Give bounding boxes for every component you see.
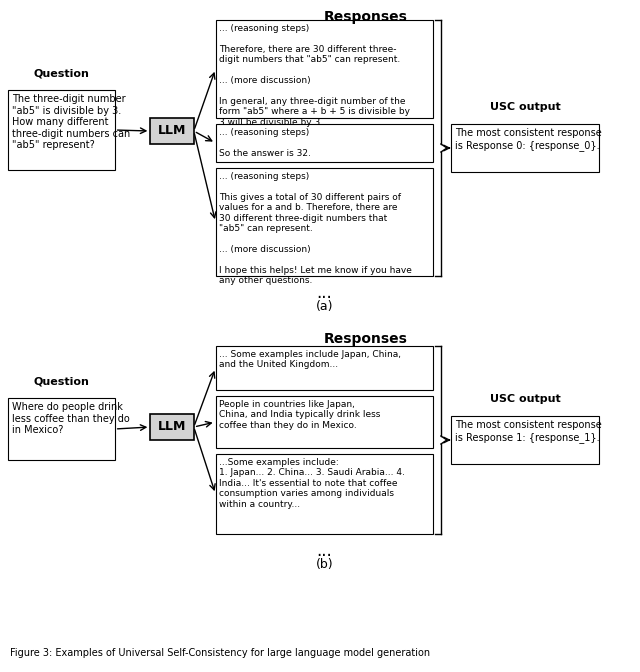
Text: (a): (a) [316,300,333,313]
Text: Question: Question [33,376,89,386]
FancyBboxPatch shape [150,414,194,440]
Text: Question: Question [33,68,89,78]
Text: (b): (b) [316,558,333,571]
Text: ... Some examples include Japan, China,
and the United Kingdom...: ... Some examples include Japan, China, … [220,350,401,370]
FancyBboxPatch shape [8,90,115,170]
Text: USC output: USC output [490,102,561,112]
Text: ... (reasoning steps)

So the answer is 32.: ... (reasoning steps) So the answer is 3… [220,128,312,158]
Text: ...: ... [316,284,332,302]
FancyBboxPatch shape [216,168,433,276]
FancyBboxPatch shape [451,124,599,172]
FancyBboxPatch shape [216,454,433,534]
Text: Where do people drink
less coffee than they do
in Mexico?: Where do people drink less coffee than t… [12,402,130,435]
FancyBboxPatch shape [216,124,433,162]
Text: USC output: USC output [490,394,561,404]
Text: ... (reasoning steps)

This gives a total of 30 different pairs of
values for a : ... (reasoning steps) This gives a total… [220,172,412,285]
Text: Responses: Responses [324,10,408,24]
Text: The most consistent response
is Response 0: {response_0}.: The most consistent response is Response… [455,128,602,151]
Text: The most consistent response
is Response 1: {response_1}.: The most consistent response is Response… [455,420,602,442]
FancyBboxPatch shape [150,118,194,144]
Text: LLM: LLM [158,124,186,138]
Text: ...Some examples include:
1. Japan... 2. China... 3. Saudi Arabia... 4.
India...: ...Some examples include: 1. Japan... 2.… [220,458,405,509]
Text: Responses: Responses [324,332,408,346]
FancyBboxPatch shape [216,20,433,118]
Text: The three-digit number
"ab5" is divisible by 3.
How many different
three-digit n: The three-digit number "ab5" is divisibl… [12,94,130,151]
Text: Figure 3: Examples of Universal Self-Consistency for large language model genera: Figure 3: Examples of Universal Self-Con… [10,648,430,658]
Text: ... (reasoning steps)

Therefore, there are 30 different three-
digit numbers th: ... (reasoning steps) Therefore, there a… [220,24,410,126]
FancyBboxPatch shape [8,398,115,460]
FancyBboxPatch shape [216,346,433,390]
Text: People in countries like Japan,
China, and India typically drink less
coffee tha: People in countries like Japan, China, a… [220,400,381,430]
Text: ...: ... [316,542,332,560]
Text: LLM: LLM [158,421,186,433]
FancyBboxPatch shape [451,416,599,464]
FancyBboxPatch shape [216,396,433,448]
